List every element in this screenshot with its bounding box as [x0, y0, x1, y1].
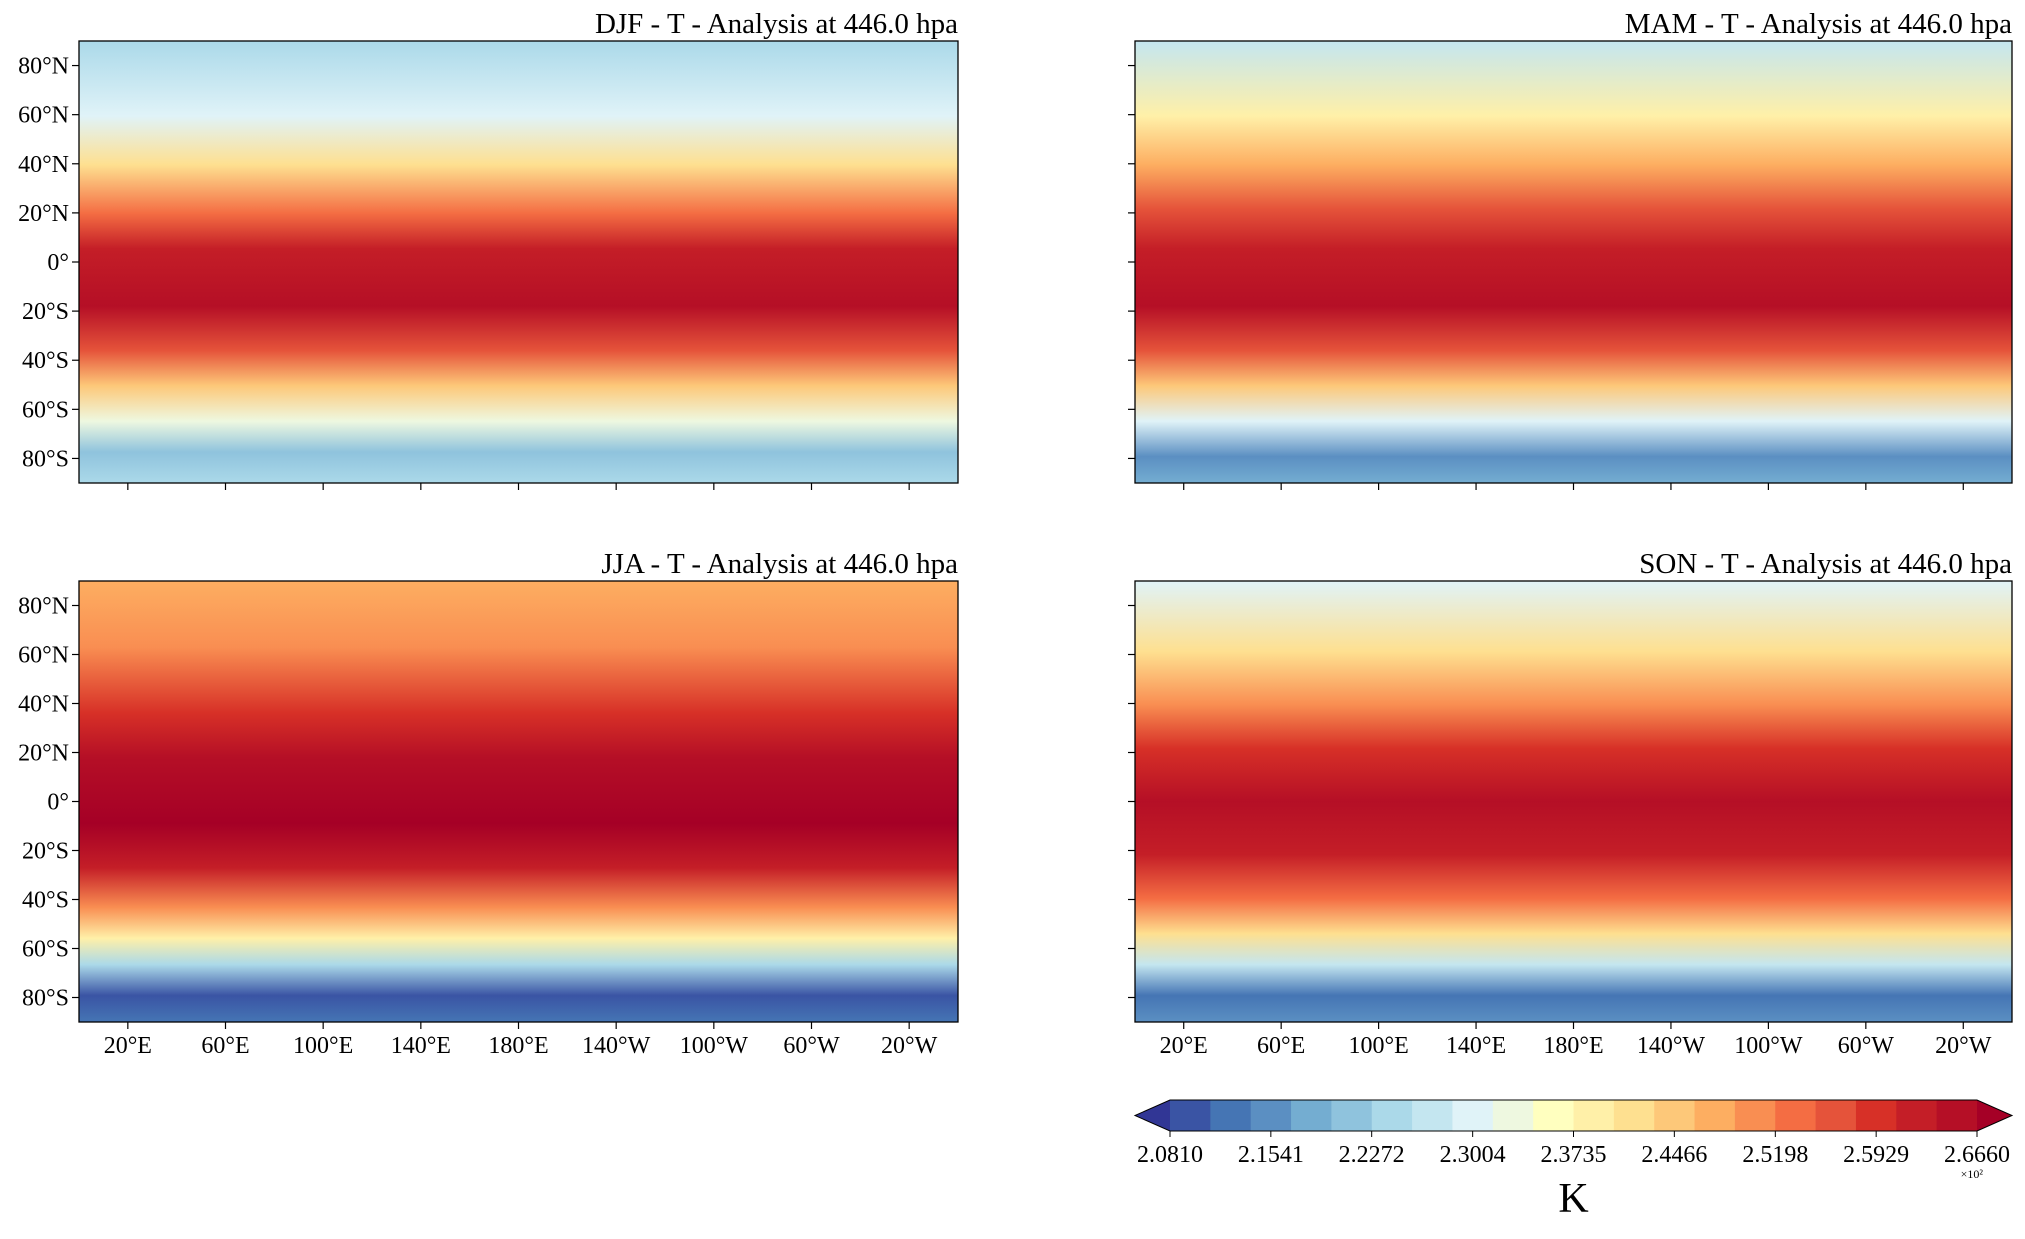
colorbar-tick-label: 2.5198 — [1742, 1142, 1808, 1168]
panel-title: MAM - T - Analysis at 446.0 hpa — [1625, 8, 2012, 40]
colorbar-segment — [1694, 1100, 1736, 1131]
map-panel: DJF - T - Analysis at 446.0 hpa 80°N 60°N 4… — [18, 8, 959, 490]
colorbar-segment — [1371, 1100, 1413, 1131]
colorbar-segment — [1815, 1100, 1857, 1131]
colorbar-tick-label: 2.1541 — [1238, 1142, 1304, 1168]
lat-tick-label: 80°N — [18, 594, 69, 620]
panel-title: SON - T - Analysis at 446.0 hpa — [1639, 548, 2012, 580]
colorbar-extend-low — [1135, 1100, 1170, 1131]
colorbar-segment — [1573, 1100, 1615, 1131]
lat-tick-label: 60°N — [18, 103, 69, 129]
lon-tick-label: 100°W — [680, 1033, 749, 1059]
colorbar-label: K — [1558, 1176, 1588, 1222]
lon-tick-label: 100°E — [293, 1033, 353, 1059]
colorbar-tick-label: 2.3735 — [1541, 1142, 1607, 1168]
colorbar-tick-label: 2.2272 — [1339, 1142, 1405, 1168]
lat-tick-label: 80°S — [22, 986, 69, 1012]
colorbar-multiplier: ×10² — [1961, 1167, 1984, 1181]
lon-tick-label: 140°W — [582, 1033, 651, 1059]
colorbar-tick-label: 2.4466 — [1641, 1142, 1707, 1168]
lat-tick-label: 60°S — [22, 937, 69, 963]
colorbar-segment — [1210, 1100, 1252, 1131]
lat-tick-label: 20°N — [18, 741, 69, 767]
lon-tick-label: 180°E — [488, 1033, 548, 1059]
colorbar-tick-label: 2.0810 — [1137, 1142, 1203, 1168]
lon-tick-label: 60°W — [1838, 1033, 1895, 1059]
lat-tick-label: 60°N — [18, 643, 69, 669]
panel-title: JJA - T - Analysis at 446.0 hpa — [601, 548, 958, 580]
lon-tick-label: 20°W — [881, 1033, 938, 1059]
lon-tick-label: 60°W — [783, 1033, 840, 1059]
colorbar-segment — [1654, 1100, 1696, 1131]
lon-tick-label: 100°W — [1734, 1033, 1803, 1059]
lon-tick-label: 20°E — [1160, 1033, 1208, 1059]
colorbar-segment — [1412, 1100, 1453, 1131]
lat-tick-label: 60°S — [22, 397, 69, 423]
lat-tick-label: 40°S — [22, 888, 69, 914]
colorbar-tick-label: 2.5929 — [1843, 1142, 1909, 1168]
lat-tick-label: 80°S — [22, 446, 69, 472]
temperature-field — [79, 581, 958, 1022]
lon-tick-label: 140°E — [391, 1033, 451, 1059]
temperature-field — [79, 41, 958, 483]
lon-tick-label: 60°E — [1257, 1033, 1305, 1059]
panel-title: DJF - T - Analysis at 446.0 hpa — [595, 8, 958, 40]
colorbar-segment — [1734, 1100, 1776, 1131]
lon-tick-label: 140°W — [1637, 1033, 1706, 1059]
colorbar-segment — [1855, 1100, 1897, 1131]
lat-tick-label: 0° — [47, 250, 69, 276]
colorbar-segment — [1936, 1100, 1978, 1131]
lon-tick-label: 60°E — [201, 1033, 249, 1059]
colorbar: 2.0810 2.1541 2.2272 2.3004 2.3735 2.4466 2.51… — [1133, 1099, 2014, 1222]
colorbar-segment — [1492, 1100, 1534, 1131]
lat-tick-label: 40°S — [22, 348, 69, 374]
colorbar-segment — [1452, 1100, 1494, 1131]
lat-tick-label: 40°N — [18, 692, 69, 718]
colorbar-segment — [1613, 1100, 1655, 1131]
colorbar-segment — [1250, 1100, 1292, 1131]
lat-tick-label: 40°N — [18, 152, 69, 178]
map-panel: SON - T - Analysis at 446.0 hpa 20°E 60°E 1… — [1128, 548, 2013, 1059]
lat-tick-label: 20°S — [22, 299, 69, 325]
colorbar-segment — [1775, 1100, 1817, 1131]
lon-tick-label: 20°E — [104, 1033, 152, 1059]
lon-tick-label: 180°E — [1543, 1033, 1603, 1059]
colorbar-segment — [1533, 1100, 1574, 1131]
map-panel: MAM - T - Analysis at 446.0 hpa — [1128, 8, 2013, 490]
lat-tick-label: 80°N — [18, 54, 69, 80]
colorbar-extend-high — [1977, 1100, 2012, 1131]
lon-tick-label: 20°W — [1935, 1033, 1992, 1059]
lat-tick-label: 20°S — [22, 839, 69, 865]
map-panel: JJA - T - Analysis at 446.0 hpa 80°N 60°N 4… — [18, 548, 959, 1059]
colorbar-tick-label: 2.3004 — [1440, 1142, 1506, 1168]
lat-tick-label: 20°N — [18, 201, 69, 227]
lon-tick-label: 100°E — [1348, 1033, 1408, 1059]
colorbar-segment — [1331, 1100, 1373, 1131]
colorbar-segment — [1170, 1100, 1211, 1131]
lon-tick-label: 140°E — [1446, 1033, 1506, 1059]
temperature-field — [1135, 41, 2012, 483]
colorbar-segment — [1896, 1100, 1938, 1131]
lat-tick-label: 0° — [47, 790, 69, 816]
colorbar-segment — [1291, 1100, 1332, 1131]
temperature-field — [1135, 581, 2012, 1022]
colorbar-tick-label: 2.6660 — [1944, 1142, 2010, 1168]
